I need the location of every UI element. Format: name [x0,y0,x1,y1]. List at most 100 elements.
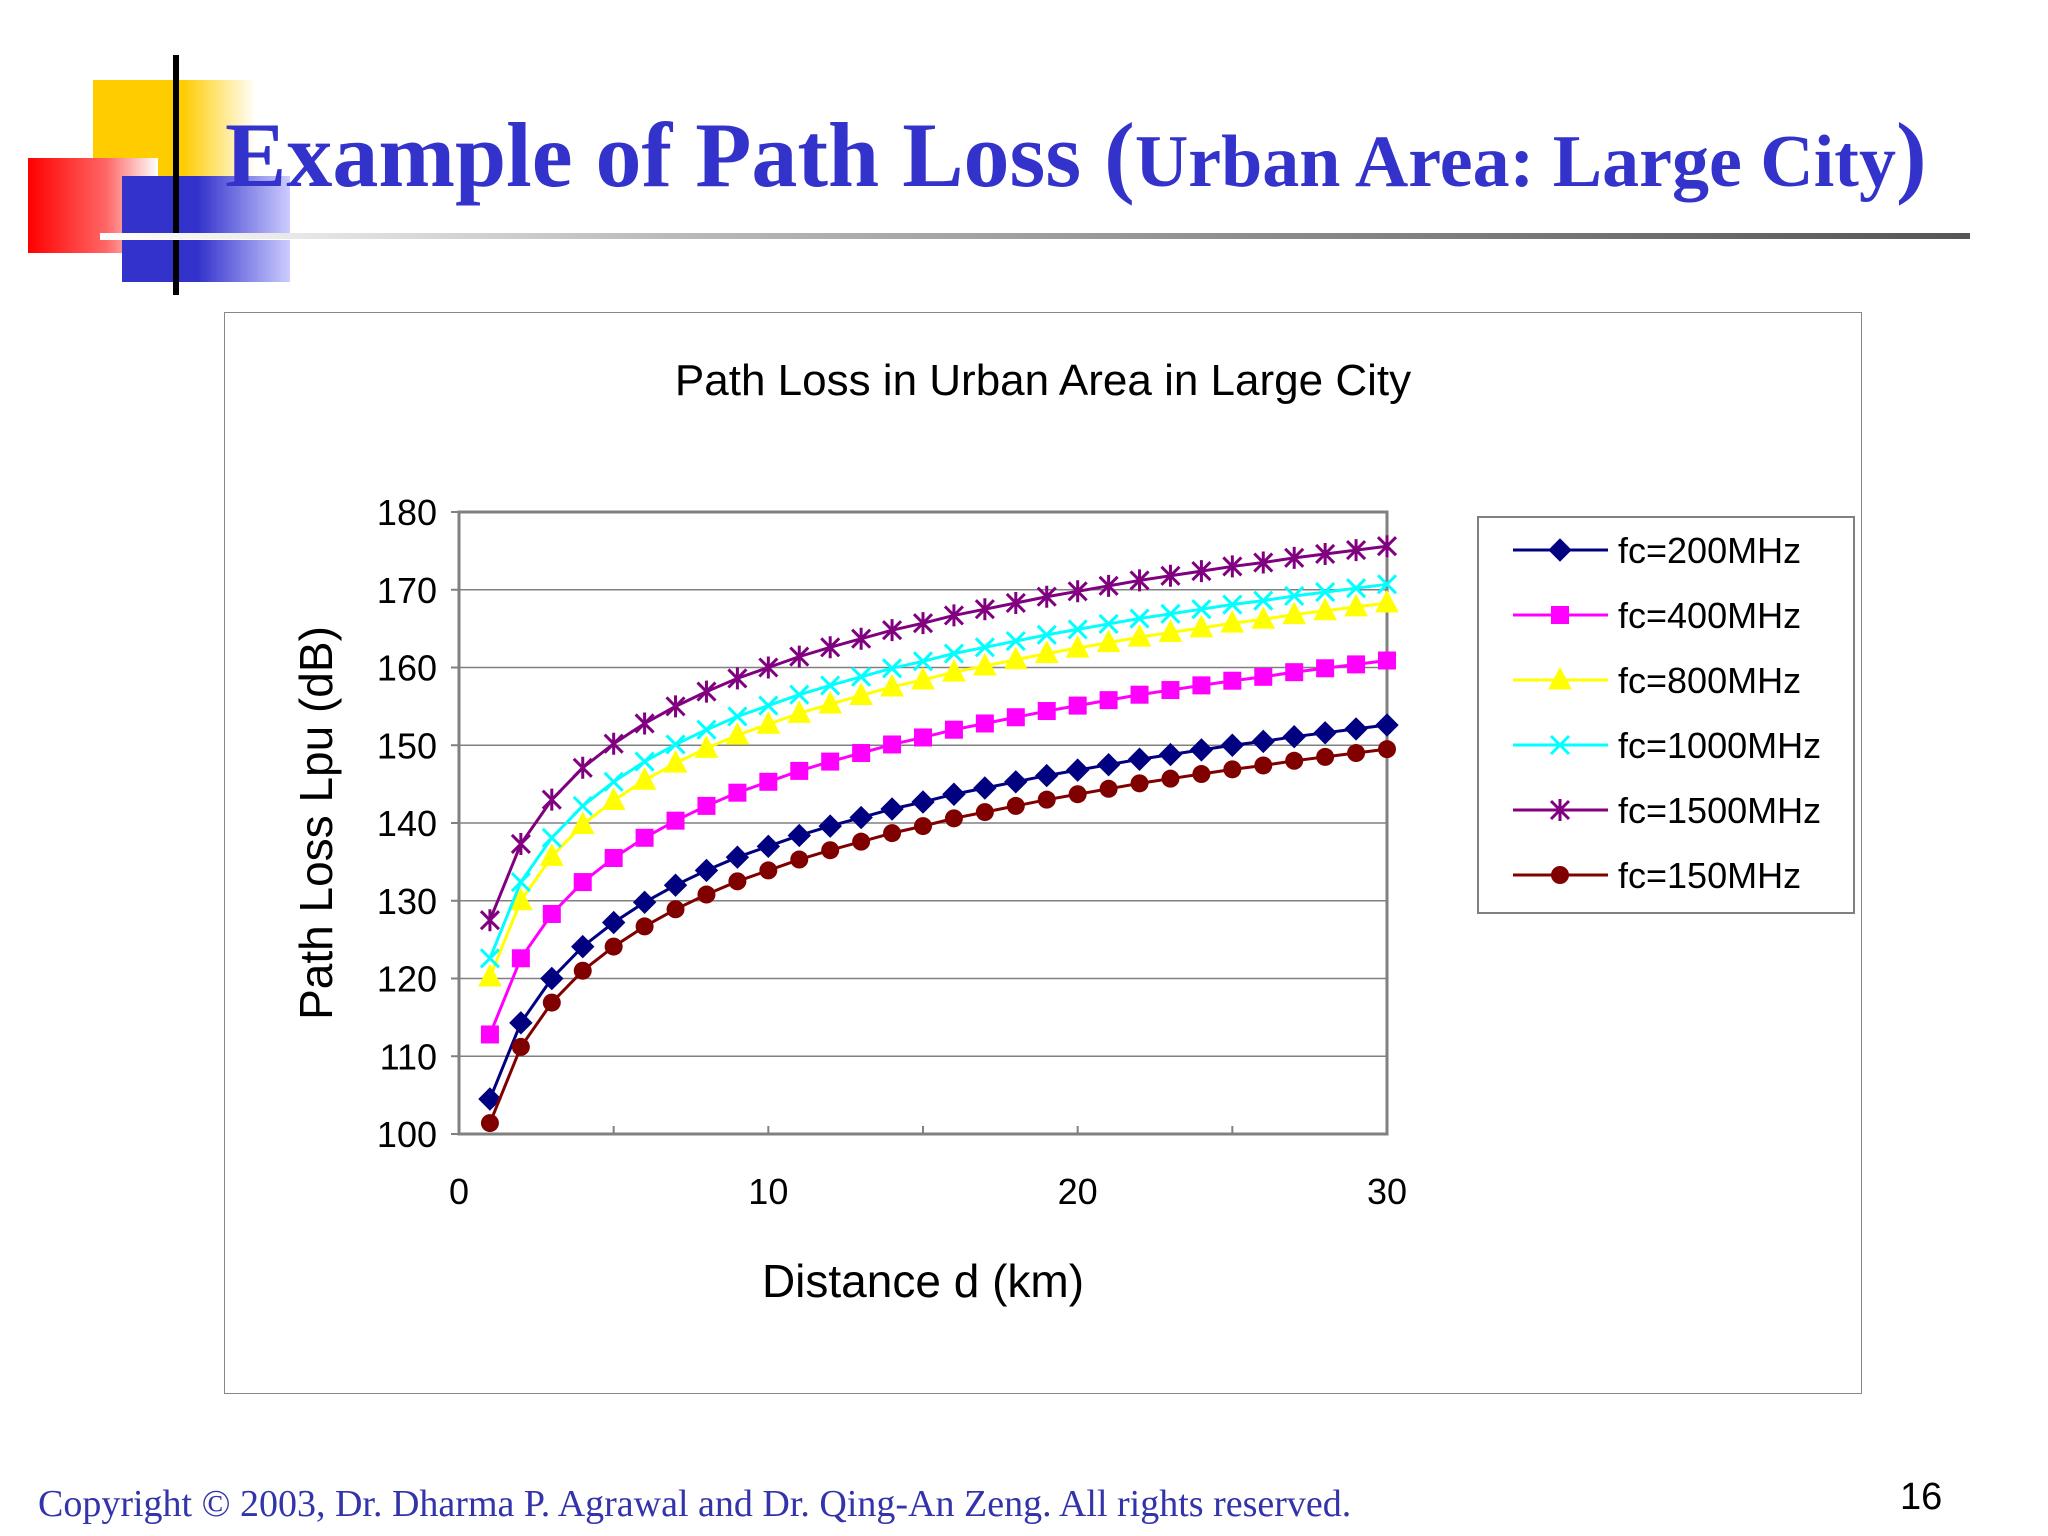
data-point-diamond [880,797,904,821]
series-line [488,723,1388,1100]
data-point-star [696,680,717,703]
path-loss-chart: Path Loss in Urban Area in Large City100… [290,356,1855,1307]
legend-label: fc=150MHz [1618,855,1801,896]
data-point-triangle [1096,629,1121,653]
data-point-square [821,752,840,771]
data-point-circle [573,961,592,980]
legend-box [1477,516,1855,914]
data-point-x [1284,585,1305,607]
data-point-star [1067,580,1088,603]
data-point-square [1378,651,1396,670]
data-point-triangle [694,735,719,758]
data-point-star [851,627,872,650]
y-tick-label: 120 [377,959,437,1000]
data-point-circle [1130,774,1149,793]
data-point-diamond [632,890,657,915]
chart-title: Path Loss in Urban Area in Large City [675,356,1411,405]
data-point-square [604,848,623,867]
data-point-x [1253,590,1274,611]
legend-label: fc=1500MHz [1618,790,1821,831]
data-point-star [789,645,810,668]
data-point-square [1223,671,1242,690]
data-point-star [1160,564,1181,587]
series-fc-800mhz [478,589,1399,987]
legend-item: fc=1500MHz [1513,790,1821,831]
data-point-star [1191,560,1212,583]
data-point-triangle [1251,606,1276,629]
y-tick-label: 110 [380,1036,437,1077]
data-point-circle [542,993,561,1012]
data-point-x [1005,631,1026,652]
data-point-star [634,712,655,735]
series-fc-1000mhz [479,574,1398,969]
data-point-x [727,706,748,727]
data-point-star [1315,542,1336,565]
data-point-circle [759,861,778,880]
data-point-circle [728,872,747,891]
data-point-x [1129,608,1150,629]
data-point-star [603,732,624,755]
series-line [488,747,1388,1124]
data-point-circle [975,803,994,822]
data-point-square [852,744,871,763]
series-fc-1500mhz [479,535,1398,932]
data-point-triangle [849,682,873,705]
data-point-star [1346,539,1367,562]
x-tick-label: 10 [748,1171,788,1212]
data-point-diamond [1282,724,1306,749]
data-point-x [1067,619,1088,640]
data-point-star [912,612,934,635]
series-fc-400mhz [480,651,1396,1044]
data-point-square [1347,655,1366,674]
data-point-circle [1037,790,1056,809]
data-point-diamond [571,934,595,959]
data-point-circle [604,937,623,956]
series-fc-200mhz [478,713,1399,1111]
x-tick-label: 20 [1058,1171,1098,1212]
data-point-triangle [1189,614,1214,638]
data-point-star [1284,546,1305,569]
data-point-triangle [1282,601,1307,625]
data-point-circle [666,900,685,919]
data-point-star [974,598,995,621]
data-point-diamond [509,1011,533,1035]
data-point-diamond [756,834,781,859]
legend-label: fc=800MHz [1618,660,1801,701]
data-point-triangle [632,767,657,790]
data-point-diamond [478,1087,502,1111]
data-point-x [1376,574,1398,595]
data-point-star [572,756,593,779]
page-title: Example of Path Loss (Urban Area: Large … [225,104,1927,206]
data-point-diamond [1220,733,1245,757]
data-point-circle [1316,747,1335,766]
data-point-star [758,656,779,679]
deco-blue-square [122,176,290,282]
y-tick-label: 170 [377,570,437,611]
data-point-diamond [787,823,811,848]
data-point-x [758,695,779,716]
data-point-x [1098,613,1119,635]
data-point-triangle [1065,634,1090,658]
legend-item: fc=150MHz [1513,855,1801,896]
data-point-triangle [1003,646,1028,670]
data-point-diamond [694,858,719,883]
data-point-x [541,827,562,848]
data-point-triangle [601,787,626,810]
data-point-square [666,811,685,830]
data-point-square [697,796,716,815]
data-point-star [510,832,531,855]
legend-item: fc=400MHz [1513,595,1801,636]
data-point-circle [1223,760,1242,779]
data-point-diamond [1004,770,1028,794]
data-point-triangle [1344,593,1368,617]
data-point-square [1037,702,1056,721]
data-point-triangle [725,722,750,745]
series-line [488,601,1388,978]
data-point-diamond [1065,758,1090,782]
data-point-square [1099,691,1118,710]
data-point-x [974,637,995,658]
data-point-square [573,873,592,892]
title-paren-open: ( [1104,104,1135,206]
data-point-circle [511,1037,530,1056]
data-point-star [1222,555,1243,578]
